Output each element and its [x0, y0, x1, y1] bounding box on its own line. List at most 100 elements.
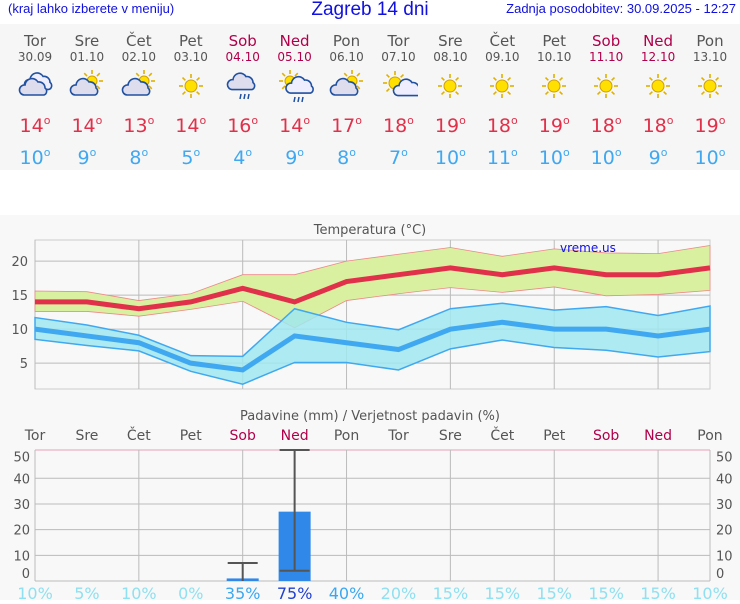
day-date: 10.10 [537, 50, 572, 64]
precip-day-label: Ned [644, 428, 672, 444]
max-temp: 14o [71, 114, 103, 137]
day-column: Pon 13.10 19o 10o [684, 24, 736, 172]
partly-cloudy-icon [113, 64, 165, 108]
day-name: Ned [643, 32, 674, 50]
precip-day-label: Sre [75, 428, 98, 444]
max-temp: 16o [227, 114, 259, 137]
temp-y-tick: 15 [11, 289, 28, 304]
rain-probability: 5% [74, 584, 99, 603]
forecast-strip: Tor 30.09 14o 10o Sre 01.10 14o 9o Čet 02.… [0, 24, 740, 170]
day-name: Pet [542, 32, 567, 50]
day-name: Pet [178, 32, 203, 50]
max-temp: 13o [123, 114, 155, 137]
precip-y-tick: 30 [13, 498, 30, 513]
day-date: 02.10 [121, 50, 157, 64]
precip-day-label: Tor [24, 428, 46, 444]
precip-y-tick: 20 [13, 524, 30, 539]
max-temp: 19o [538, 114, 570, 137]
min-temp: 10o [434, 146, 466, 169]
rain-probability: 10% [692, 584, 728, 603]
day-date: 11.10 [588, 50, 624, 64]
cloudy-icon [9, 64, 61, 108]
rain-probability: 75% [277, 584, 313, 603]
cloud-rain-icon [217, 64, 269, 108]
max-temp: 19o [694, 114, 726, 137]
precip-y-tick: 0 [22, 567, 30, 582]
day-name: Sre [438, 32, 463, 50]
day-date: 05.10 [277, 50, 312, 64]
temp-y-tick: 10 [11, 323, 28, 338]
min-temp: 10o [694, 146, 726, 169]
day-name: Tor [387, 32, 410, 50]
precip-day-label: Tor [387, 428, 409, 444]
precip-chart-title: Padavine (mm) / Verjetnost padavin (%) [240, 409, 500, 424]
precip-day-label: Sob [230, 428, 256, 444]
day-column: Sre 01.10 14o 9o [61, 24, 113, 172]
day-date: 12.10 [640, 50, 676, 64]
rain-probability: 0% [178, 584, 203, 603]
precip-y-tick: 50 [13, 451, 30, 466]
max-temp: 14o [279, 114, 311, 137]
watermark: vreme.us [560, 241, 616, 255]
partly-cloudy-icon [61, 64, 113, 108]
day-date: 04.10 [225, 50, 260, 64]
rain-probability: 15% [536, 584, 572, 603]
day-column: Tor 07.10 18o 7o [372, 24, 424, 172]
min-temp: 9o [648, 146, 668, 169]
max-temp: 18o [590, 114, 622, 137]
rain-probability: 15% [433, 584, 469, 603]
sun-icon [165, 64, 217, 108]
precip-y-tick-right: 20 [716, 524, 733, 539]
day-name: Tor [24, 32, 46, 50]
precip-day-label: Čet [127, 426, 151, 444]
precip-y-tick: 40 [13, 472, 30, 487]
precip-day-label: Sob [593, 428, 619, 444]
day-column: Pon 06.10 17o 8o [321, 24, 373, 172]
min-temp: 7o [389, 146, 408, 169]
max-temp: 18o [486, 114, 518, 137]
page-title: Zagreb 14 dni [311, 0, 429, 20]
rain-probability: 10% [121, 584, 157, 603]
min-temp: 11o [486, 146, 518, 169]
max-temp-line [35, 265, 711, 312]
day-date: 09.10 [485, 50, 520, 64]
temp-chart-title: Temperatura (°C) [313, 223, 426, 238]
max-temp: 18o [642, 114, 674, 137]
precip-day-label: Pet [543, 428, 566, 444]
min-temp: 8o [129, 146, 149, 169]
precip-y-tick-right: 30 [716, 498, 733, 513]
max-temp: 18o [382, 114, 414, 137]
charts-panel: Temperatura (°C) 5 10 15 20 vreme.us Padavine … [0, 215, 740, 603]
precip-day-label: Pet [180, 428, 203, 444]
temp-y-tick: 5 [20, 357, 28, 372]
rain-probability: 15% [588, 584, 624, 603]
day-column: Sob 11.10 18o 10o [580, 24, 632, 172]
sun-cloud-rain-icon [269, 64, 321, 108]
rain-probability: 35% [225, 584, 261, 603]
day-name: Sob [228, 32, 257, 50]
max-temp: 17o [331, 114, 362, 137]
location-hint: (kraj lahko izberete v meniju) [8, 1, 175, 16]
day-column: Tor 30.09 14o 10o [9, 24, 61, 172]
max-temp-band [34, 244, 711, 329]
day-column: Pet 10.10 19o 10o [528, 24, 580, 172]
min-temp: 5o [181, 146, 201, 169]
day-name: Ned [279, 32, 310, 50]
day-date: 13.10 [692, 50, 728, 64]
day-date: 01.10 [69, 50, 105, 64]
day-date: 03.10 [173, 50, 208, 64]
day-column: Sob 04.10 16o 4o [217, 24, 269, 172]
max-temp: 14o [19, 114, 51, 137]
sun-icon [580, 64, 632, 108]
min-temp-line [34, 319, 711, 373]
precip-day-label: Čet [490, 426, 514, 444]
precip-day-label: Pon [334, 428, 359, 444]
last-updated: Zadnja posodobitev: 30.09.2025 - 12:27 [506, 1, 736, 16]
min-temp: 10o [538, 146, 570, 169]
max-temp: 19o [434, 114, 466, 137]
precip-day-label: Ned [281, 428, 309, 444]
precip-day-label: Sre [439, 428, 462, 444]
day-name: Čet [126, 32, 152, 50]
rain-probability: 20% [381, 584, 417, 603]
sun-icon [684, 64, 736, 108]
